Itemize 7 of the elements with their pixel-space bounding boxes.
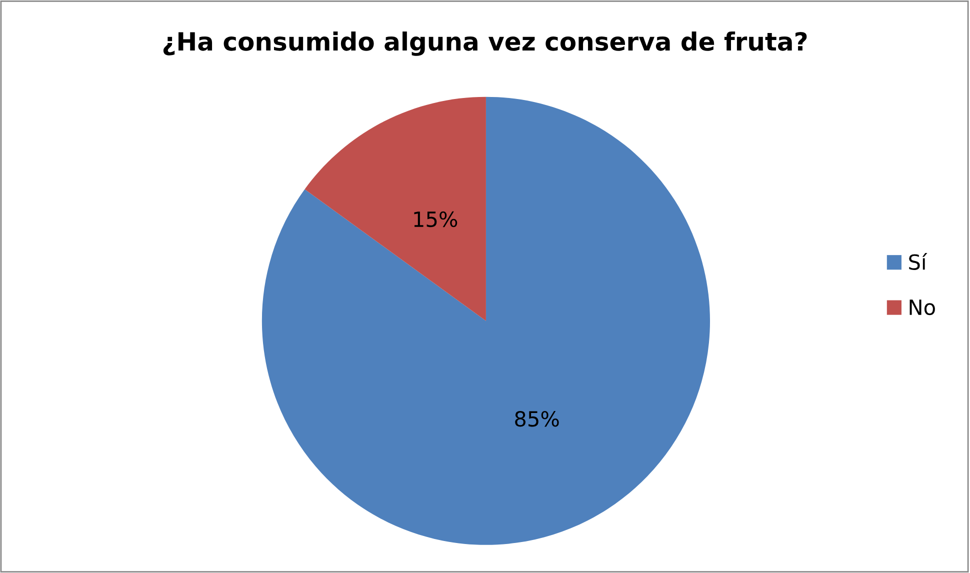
- legend-label: No: [910, 300, 935, 316]
- chart-title: ¿Ha consumido alguna vez conserva de fruta?: [163, 32, 807, 56]
- pie-slice: [304, 96, 486, 321]
- data-label: 15%: [414, 211, 458, 228]
- data-label: 85%: [515, 410, 559, 427]
- legend-label: Sí: [909, 253, 928, 270]
- pie-slice: [262, 96, 710, 545]
